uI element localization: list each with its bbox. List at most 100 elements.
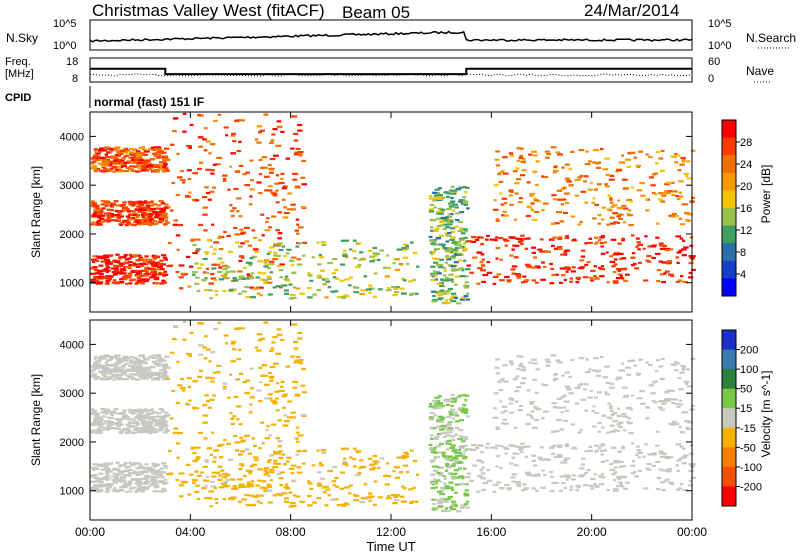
velocity-cell [344, 502, 348, 505]
power-cell [678, 195, 684, 198]
velocity-cell [666, 399, 671, 402]
power-cell [268, 226, 272, 229]
power-cell [626, 165, 632, 168]
velocity-cell [495, 465, 499, 468]
power-cell [225, 270, 231, 274]
velocity-cell [316, 449, 320, 452]
power-cell [672, 155, 677, 158]
power-cell [257, 260, 263, 263]
power-cell [637, 248, 641, 251]
power-cell [615, 267, 622, 271]
velocity-cell [307, 480, 311, 483]
velocity-cell [91, 408, 95, 411]
velocity-cell [362, 497, 368, 500]
velocity-cell [297, 331, 303, 335]
power-cell [255, 286, 259, 289]
velocity-cell [604, 391, 608, 394]
velocity-cell [94, 419, 100, 422]
velocity-cell [600, 473, 605, 476]
velocity-cell [105, 426, 111, 429]
power-cell [142, 217, 148, 220]
velocity-cell [593, 483, 597, 486]
power-cell [522, 158, 526, 161]
power-cell [551, 244, 555, 247]
velocity-cell [363, 483, 368, 486]
velocity-cell [172, 338, 177, 341]
power-cell [273, 244, 277, 247]
velocity-cell [444, 500, 450, 503]
power-cell [266, 277, 272, 280]
velocity-cell [320, 477, 326, 480]
velocity-cell [138, 466, 142, 469]
power-cell [127, 210, 131, 213]
power-cell [280, 172, 285, 175]
velocity-cell [559, 489, 563, 492]
power-cell [562, 186, 567, 189]
velocity-cell [219, 456, 224, 459]
power-cell [501, 214, 506, 217]
power-cell [144, 169, 150, 172]
power-cell [96, 222, 101, 225]
y-tick-label: 3000 [60, 388, 84, 400]
power-cell [612, 281, 619, 284]
velocity-cell [301, 367, 306, 370]
power-cell [117, 210, 124, 213]
power-cell [609, 260, 616, 263]
velocity-cell [441, 426, 446, 429]
velocity-cell [281, 406, 286, 409]
power-cell [561, 166, 565, 169]
power-cell [117, 216, 121, 219]
velocity-cell [148, 468, 151, 471]
velocity-cell [463, 411, 468, 414]
power-cell [516, 147, 521, 150]
velocity-cell [611, 473, 616, 476]
power-cell [109, 150, 113, 153]
power-cell [359, 293, 365, 296]
power-cell [282, 185, 288, 188]
power-cell [462, 201, 468, 205]
velocity-cell [493, 392, 499, 395]
velocity-cell [124, 416, 130, 419]
power-cell [140, 278, 146, 281]
power-cell [580, 190, 587, 193]
power-cell [275, 144, 282, 147]
power-cell [674, 161, 679, 164]
velocity-cell [511, 456, 515, 459]
power-cell [266, 217, 270, 220]
velocity-cell [321, 451, 327, 454]
velocity-cell [450, 393, 455, 396]
velocity-cell [109, 356, 115, 359]
power-cell [126, 218, 133, 221]
power-cell [444, 232, 450, 235]
power-cell [132, 211, 136, 214]
power-cell [94, 152, 101, 155]
power-cell [158, 210, 165, 213]
power-cell [139, 204, 145, 207]
power-cell [95, 221, 101, 224]
velocity-cell [191, 446, 196, 449]
power-cell [283, 255, 287, 258]
colorbar-tick-label: -15 [740, 423, 756, 435]
power-cell [171, 181, 176, 185]
velocity-cell [295, 495, 301, 498]
power-cell [180, 170, 184, 173]
velocity-cell [222, 382, 228, 385]
power-cell [674, 153, 678, 156]
power-cell [134, 208, 138, 211]
power-cell [299, 153, 303, 156]
power-cell [431, 257, 438, 260]
velocity-cell [439, 492, 445, 496]
velocity-cell [134, 410, 140, 413]
velocity-cell [238, 453, 243, 456]
velocity-cell [463, 408, 469, 411]
power-cell [161, 160, 167, 164]
power-cell [163, 270, 168, 273]
velocity-cell [231, 496, 237, 499]
velocity-cell [237, 478, 243, 481]
velocity-cell [609, 463, 614, 466]
velocity-cell [150, 374, 154, 377]
velocity-cell [113, 477, 120, 480]
velocity-cell [116, 412, 121, 415]
power-cell [317, 263, 322, 266]
velocity-cell [284, 487, 291, 490]
